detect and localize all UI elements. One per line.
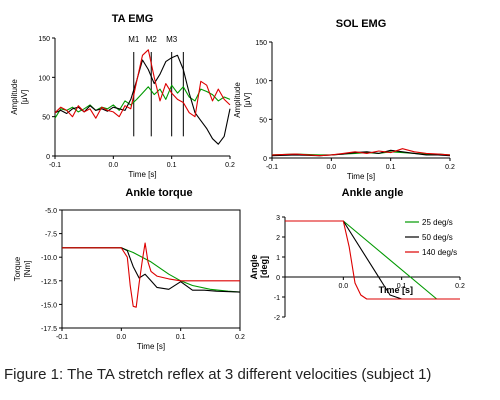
x-tick-label: 0.1 — [167, 162, 177, 169]
marker-label: M1 — [128, 35, 140, 44]
y-tick-label: 0 — [276, 275, 280, 282]
y-tick-label: 1 — [276, 255, 280, 262]
series-line-140-deg-s — [285, 220, 460, 300]
y-tick-label: -2 — [274, 315, 280, 322]
chart-panel-4: Ankle angle -2 -1 0 1 2 3 0.0 0.1 0.2 Time [s] Angl… — [249, 187, 465, 322]
x-tick-label: 0.0 — [326, 164, 336, 171]
y-tick-label: -17.5 — [41, 326, 57, 333]
x-tick-label: -0.1 — [49, 162, 61, 169]
y-tick-label: 50 — [42, 115, 50, 122]
chart-title: Ankle angle — [342, 187, 404, 199]
x-tick-label: 0.2 — [225, 162, 235, 169]
y-tick-label: 0 — [46, 154, 50, 161]
x-tick-label: -0.1 — [56, 334, 68, 341]
x-tick-label: 0.2 — [445, 164, 455, 171]
y-tick-label: 2 — [276, 235, 280, 242]
chart-title: Ankle torque — [125, 187, 192, 199]
x-axis-label: Time [s] — [128, 170, 156, 179]
y-axis-label: Torque[Nm] — [13, 256, 32, 281]
y-axis-label: Angle[deg] — [249, 254, 269, 279]
y-tick-label: 3 — [276, 215, 280, 222]
chart-panel-1: TA EMG 0 50 100 150 -0.1 0.0 0.1 0.2 Time [s] Ampl… — [10, 13, 235, 179]
y-tick-label: -10.0 — [41, 255, 57, 262]
series-line-140-deg-s — [271, 148, 451, 157]
series-line-140-deg-s — [54, 49, 231, 119]
y-tick-label: 50 — [259, 117, 267, 124]
legend-label: 50 deg/s — [422, 233, 453, 242]
x-tick-label: 0.2 — [235, 334, 245, 341]
x-tick-label: 0.0 — [108, 162, 118, 169]
chart-title: TA EMG — [112, 13, 154, 25]
marker-label: M3 — [166, 35, 178, 44]
legend-label: 25 deg/s — [422, 218, 453, 227]
y-tick-label: 150 — [255, 40, 267, 47]
chart-panel-3: Ankle torque -5.0 -7.5 -10.0 -12.5 -15.0 -17.5… — [13, 187, 245, 351]
x-tick-label: 0.1 — [386, 164, 396, 171]
figure-caption: Figure 1: The TA stretch reflex at 3 dif… — [4, 366, 432, 383]
x-axis-label: Time [s] — [137, 342, 165, 351]
marker-label: M2 — [146, 35, 158, 44]
y-tick-label: 0 — [263, 156, 267, 163]
y-tick-label: -12.5 — [41, 279, 57, 286]
axes-frame — [61, 209, 241, 329]
y-tick-label: -5.0 — [45, 208, 57, 215]
x-tick-label: 0.2 — [455, 283, 465, 290]
x-tick-label: 0.1 — [397, 283, 407, 290]
x-axis-label: Time [s] — [347, 172, 375, 181]
y-axis-label: Amplitude[μV] — [233, 82, 252, 118]
x-axis-label: Time [s] — [379, 285, 413, 295]
series-line-50-deg-s — [54, 54, 231, 145]
legend-label: 140 deg/s — [422, 248, 457, 257]
x-tick-label: -0.1 — [266, 164, 278, 171]
y-tick-label: 100 — [255, 79, 267, 86]
y-tick-label: -7.5 — [45, 232, 57, 239]
x-tick-label: 0.1 — [176, 334, 186, 341]
chart-title: SOL EMG — [336, 18, 387, 30]
x-tick-label: 0.0 — [116, 334, 126, 341]
series-line-50-deg-s — [62, 247, 241, 293]
chart-panel-2: SOL EMG 0 50 100 150 -0.1 0.0 0.1 0.2 Time [s] Amp… — [233, 18, 455, 181]
y-tick-label: -1 — [274, 295, 280, 302]
series-line-25-deg-s — [54, 84, 231, 119]
series-line-140-deg-s — [62, 242, 240, 308]
y-axis-label: Amplitude[μV] — [10, 79, 29, 115]
y-tick-label: -15.0 — [41, 302, 57, 309]
x-tick-label: 0.0 — [338, 283, 348, 290]
y-tick-label: 150 — [38, 36, 50, 43]
y-tick-label: 100 — [38, 75, 50, 82]
